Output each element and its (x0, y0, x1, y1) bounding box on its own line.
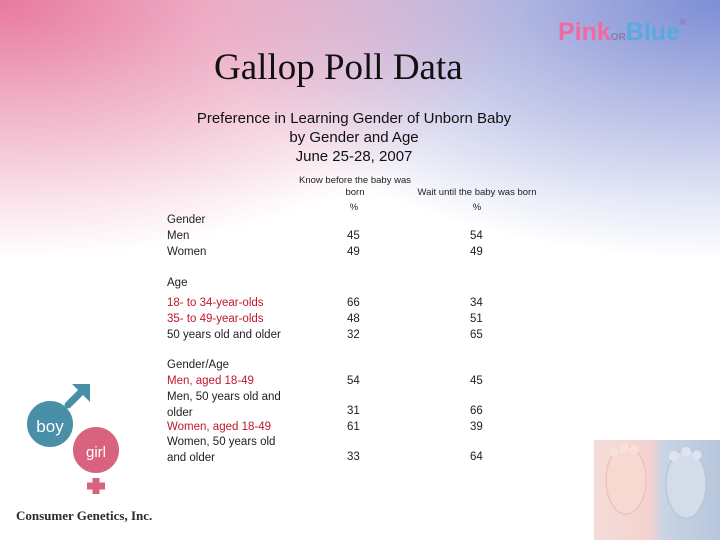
column-header-know-line-1: Know before the baby was (299, 175, 411, 186)
row-label-18-34: 18- to 34-year-olds (167, 297, 264, 309)
row-label-women-50-plus: Women, 50 years old and older (167, 435, 297, 466)
column-header-know-line-2: born (345, 187, 365, 198)
column-header-know-before: Know before the baby was born (290, 175, 420, 199)
section-label-age: Age (167, 277, 188, 289)
row-label-men-50-plus-line-2: older (167, 406, 193, 419)
page-title: Gallop Poll Data (214, 47, 463, 88)
pink-or-blue-logo: PinkORBlue® (558, 18, 686, 47)
value-men-50-plus-know: 31 (347, 405, 360, 417)
table-subtitle: Preference in Learning Gender of Unborn … (150, 109, 558, 166)
subtitle-line-2: by Gender and Age (289, 129, 419, 146)
row-label-men-50-plus-line-1: Men, 50 years old and (167, 391, 281, 403)
row-label-women-50-plus-line-2: and older (167, 451, 215, 464)
value-women-50-plus-wait: 64 (470, 451, 483, 463)
girl-symbol-icon: girl (67, 421, 125, 494)
value-18-34-know: 66 (347, 297, 360, 309)
boy-girl-symbols: boy girl (21, 384, 125, 494)
value-men-50-plus-wait: 66 (470, 405, 483, 417)
girl-label: girl (86, 444, 106, 461)
company-name: Consumer Genetics, Inc. (16, 508, 153, 523)
column-unit-percent-2: % (472, 202, 482, 213)
value-50-plus-know: 32 (347, 329, 360, 341)
value-35-49-know: 48 (347, 313, 360, 325)
value-women-18-49-know: 61 (347, 421, 360, 433)
row-label-50-plus: 50 years old and older (167, 329, 281, 341)
value-women-18-49-wait: 39 (470, 421, 483, 433)
value-35-49-wait: 51 (470, 313, 483, 325)
subtitle-line-1: Preference in Learning Gender of Unborn … (196, 110, 512, 127)
value-men-18-49-know: 54 (347, 375, 360, 387)
value-18-34-wait: 34 (470, 297, 483, 309)
column-header-wait-until: Wait until the baby was born (417, 187, 537, 198)
row-label-women: Women (167, 246, 207, 258)
boy-label: boy (36, 417, 64, 436)
logo-pink-text: Pink (558, 18, 611, 46)
section-label-gender-age: Gender/Age (167, 359, 230, 371)
logo-registered-mark: ® (679, 18, 686, 27)
row-label-women-18-49: Women, aged 18-49 (167, 421, 271, 433)
logo-blue-text: Blue (625, 18, 680, 46)
boy-symbol-icon: boy (21, 384, 90, 453)
value-men-18-49-wait: 45 (470, 375, 483, 387)
value-men-wait: 54 (470, 230, 483, 242)
section-label-gender: Gender (167, 214, 206, 226)
row-label-35-49: 35- to 49-year-olds (167, 313, 264, 325)
value-men-know: 45 (347, 230, 360, 242)
baby-feet-photo (594, 440, 720, 540)
value-women-know: 49 (347, 246, 360, 258)
logo-or-text: OR (610, 32, 626, 43)
subtitle-line-3: June 25-28, 2007 (295, 148, 413, 165)
row-label-men: Men (167, 230, 190, 242)
row-label-men-50-plus: Men, 50 years old and older (167, 390, 297, 421)
value-women-50-plus-know: 33 (347, 451, 360, 463)
value-50-plus-wait: 65 (470, 329, 483, 341)
column-unit-percent-1: % (349, 202, 359, 213)
row-label-women-50-plus-line-1: Women, 50 years old (167, 436, 276, 448)
value-women-wait: 49 (470, 246, 483, 258)
baby-feet-icon (605, 443, 707, 519)
row-label-men-18-49: Men, aged 18-49 (167, 375, 254, 387)
